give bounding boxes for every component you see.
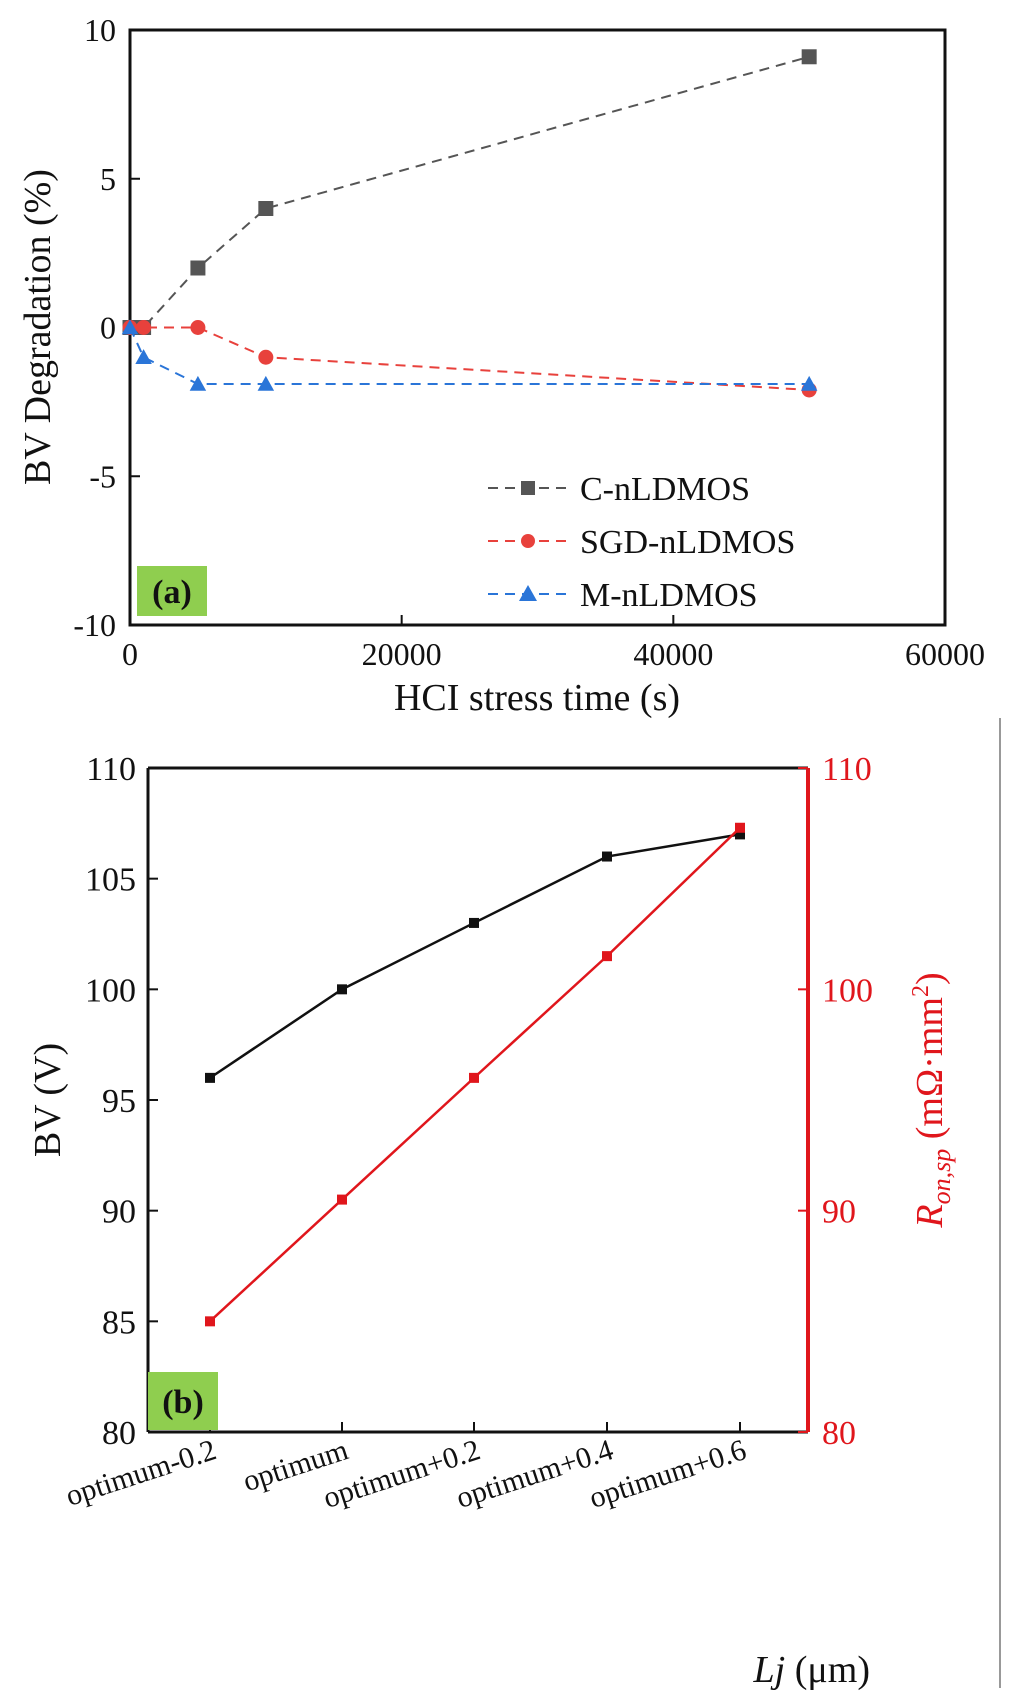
data-point-c-nldmos	[258, 201, 274, 216]
y2-title-main: R	[909, 1204, 951, 1228]
legend-item-m-nldmos: M-nLDMOS	[488, 577, 758, 614]
y-tick-label-a: 5	[100, 161, 116, 197]
y-tick-label-a: 0	[100, 310, 116, 346]
legend-label-m-nldmos: M-nLDMOS	[580, 577, 758, 614]
x-title-unit: (μm)	[785, 1649, 870, 1691]
y-tick-label-a: 10	[84, 12, 116, 48]
y-tick-label-a: -5	[89, 458, 116, 494]
series-b	[205, 822, 745, 1327]
legend-marker-sgd-nldmos	[521, 534, 535, 548]
y-tick-label-b: 105	[85, 862, 136, 899]
x-tick-label-a: 20000	[362, 636, 442, 672]
y2-title-sub: on,sp	[927, 1149, 956, 1205]
data-point-ron-sp	[337, 1194, 347, 1205]
panel-tag-b-label: (b)	[162, 1384, 204, 1421]
data-point-m-nldmos	[189, 375, 207, 391]
data-point-ron-sp	[469, 1072, 479, 1083]
data-point-c-nldmos	[801, 49, 817, 65]
x-tick-label-b: optimum-0.2	[62, 1433, 220, 1513]
panel-a-chart: 0 20000 40000 60000 -10 -5 0 5 10 HCI stress tim…	[17, 12, 985, 719]
data-point-m-nldmos	[257, 375, 275, 391]
y-tick-label-b: 90	[102, 1194, 136, 1231]
data-point-ron-sp	[735, 822, 745, 833]
data-point-bv	[205, 1072, 215, 1083]
y2-axis-title-b: Ron,sp (mΩ·mm2)	[908, 972, 956, 1228]
plot-frame-a	[128, 28, 947, 627]
panel-tag-a-label: (a)	[152, 574, 192, 611]
series-line-c-nldmos	[130, 55, 810, 329]
y-tick-label-a: -10	[73, 607, 116, 643]
x-title-italic: Lj	[753, 1649, 786, 1691]
x-axis-title-b: Lj (μm)	[753, 1649, 870, 1691]
y2-tick-label-b: 80	[822, 1415, 856, 1452]
data-point-bv	[735, 829, 745, 840]
x-tick-label-a: 40000	[633, 636, 713, 672]
panel-tag-a-bg	[137, 566, 207, 616]
series-line-bv	[209, 833, 741, 1079]
data-point-ron-sp	[205, 1316, 215, 1327]
legend-label-sgd-nldmos: SGD-nLDMOS	[580, 524, 795, 561]
series-line-sgd-nldmos	[130, 326, 810, 391]
y-tick-label-b: 80	[102, 1415, 136, 1452]
y2-tick-label-b: 90	[822, 1194, 856, 1231]
x-tick-label-a: 60000	[905, 636, 985, 672]
panel-tag-b: (b)	[148, 1372, 218, 1430]
legend-marker-m-nldmos	[519, 585, 537, 601]
y-tick-label-b: 100	[85, 972, 136, 1009]
panel-tag-b-bg	[148, 1372, 218, 1430]
y-tick-label-b: 85	[102, 1304, 136, 1341]
y-axis-title-a: BV Degradation (%)	[17, 169, 59, 485]
y2-title-close: )	[909, 972, 951, 985]
y2-tick-label-b: 100	[822, 972, 873, 1009]
panel-tag-a: (a)	[137, 566, 207, 616]
x-axis-title-a: HCI stress time (s)	[394, 677, 680, 719]
series-a	[121, 49, 818, 398]
legend-marker-c-nldmos	[521, 481, 535, 495]
legend-item-c-nldmos: C-nLDMOS	[488, 471, 750, 508]
legend-label-c-nldmos: C-nLDMOS	[580, 471, 750, 508]
series-line-m-nldmos	[129, 327, 810, 386]
y2-tick-label-b: 110	[822, 751, 872, 788]
data-point-sgd-nldmos	[190, 320, 206, 335]
data-point-m-nldmos	[135, 349, 152, 364]
y2-title-sup: 2	[908, 985, 934, 997]
data-point-bv	[469, 917, 479, 928]
y-tick-label-b: 95	[102, 1083, 136, 1120]
data-point-m-nldmos	[800, 375, 818, 391]
data-point-bv	[337, 984, 347, 995]
legend-a: C-nLDMOS SGD-nLDMOS M-nLDMOS	[488, 471, 795, 614]
y-axis-title-b: BV (V)	[27, 1043, 69, 1157]
y-tick-label-b: 110	[86, 751, 136, 788]
data-point-ron-sp	[602, 951, 612, 962]
y2-title-unit: (mΩ·mm	[909, 997, 951, 1149]
axis-ticks-a: 0 20000 40000 60000 -10 -5 0 5 10	[73, 12, 985, 672]
data-point-c-nldmos	[190, 260, 206, 276]
data-point-sgd-nldmos	[258, 349, 274, 365]
legend-item-sgd-nldmos: SGD-nLDMOS	[488, 524, 795, 561]
data-point-bv	[602, 851, 612, 862]
x-tick-label-a: 0	[122, 636, 138, 672]
data-point-sgd-nldmos	[136, 320, 152, 335]
data-point-m-nldmos	[121, 319, 139, 335]
